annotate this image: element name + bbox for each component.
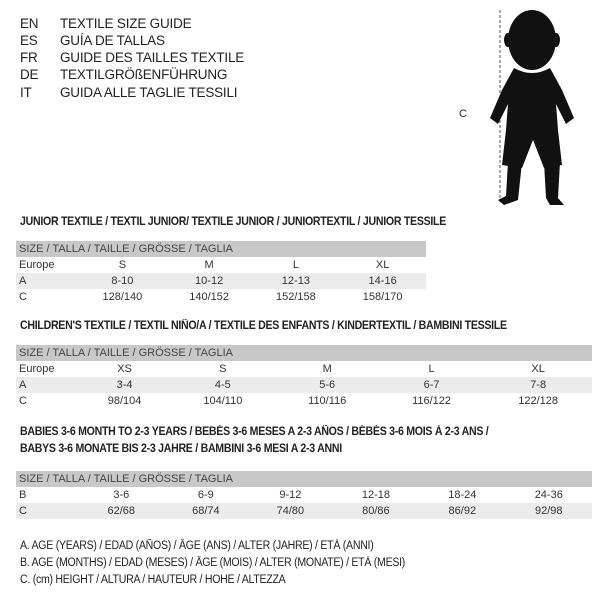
table-row: A 8-10 10-12 12-13 14-16 xyxy=(16,273,426,289)
legend-b: B. AGE (MONTHS) / EDAD (MESES) / ÂGE (MO… xyxy=(20,557,406,569)
table-header: SIZE / TALLA / TAILLE / GRÖSSE / TAGLIA xyxy=(16,471,592,487)
babies-title-line2: BABYS 3-6 MONATE BIS 2-3 JAHRE / BAMBINI… xyxy=(20,443,342,455)
table-row: Europe S M L XL xyxy=(19,259,390,271)
babies-title-line1: BABIES 3-6 MONTH TO 2-3 YEARS / BEBÉS 3-… xyxy=(20,426,489,438)
table-row: C 98/104 104/110 110/116 116/122 122/128 xyxy=(19,395,559,407)
children-size-table: SIZE / TALLA / TAILLE / GRÖSSE / TAGLIA … xyxy=(16,345,592,409)
children-title: CHILDREN'S TEXTILE / TEXTIL NIÑO/A / TEX… xyxy=(20,320,507,332)
baby-silhouette-icon xyxy=(490,10,574,205)
legend-a: A. AGE (YEARS) / EDAD (AÑOS) / ÂGE (ANS)… xyxy=(20,540,374,552)
legend-c: C. (cm) HEIGHT / ALTURA / HAUTEUR / HÖHE… xyxy=(20,574,286,586)
table-header: SIZE / TALLA / TAILLE / GRÖSSE / TAGLIA xyxy=(16,345,592,361)
height-label: C xyxy=(459,108,467,120)
table-row: C 128/140 140/152 152/158 158/170 xyxy=(19,291,403,303)
table-row: A 3-4 4-5 5-6 6-7 7-8 xyxy=(16,377,592,393)
table-row: Europe XS S M L XL xyxy=(19,363,545,375)
table-row: C 62/68 68/74 74/80 80/86 86/92 92/98 xyxy=(16,503,592,519)
table-header: SIZE / TALLA / TAILLE / GRÖSSE / TAGLIA xyxy=(16,241,426,257)
junior-size-table: SIZE / TALLA / TAILLE / GRÖSSE / TAGLIA … xyxy=(16,241,426,305)
table-row: B 3-6 6-9 9-12 12-18 18-24 24-36 xyxy=(19,489,563,501)
junior-title: JUNIOR TEXTILE / TEXTIL JUNIOR/ TEXTILE … xyxy=(20,216,447,228)
babies-size-table: SIZE / TALLA / TAILLE / GRÖSSE / TAGLIA … xyxy=(16,471,592,519)
